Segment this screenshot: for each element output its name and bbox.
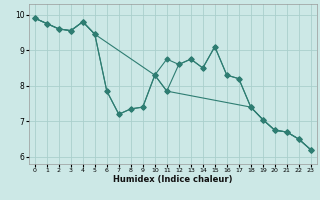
X-axis label: Humidex (Indice chaleur): Humidex (Indice chaleur): [113, 175, 233, 184]
